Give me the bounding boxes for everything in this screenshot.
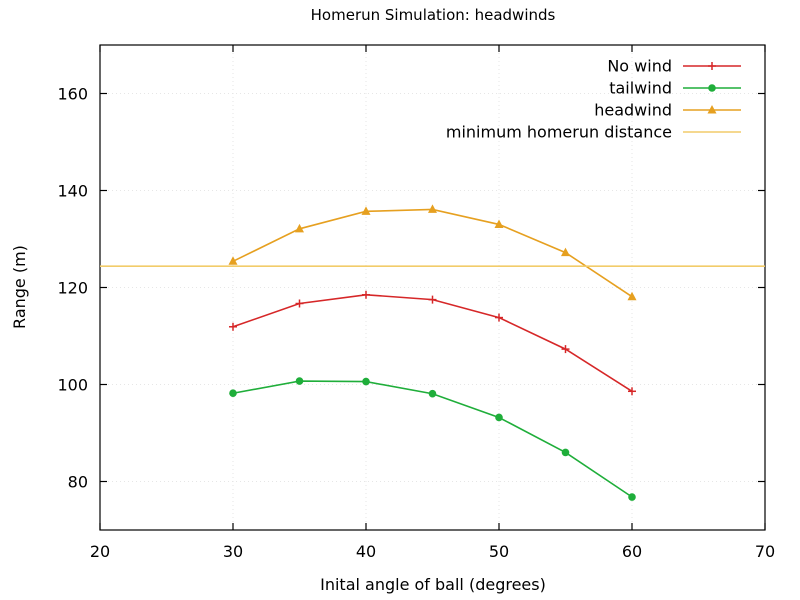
triangle-marker (494, 219, 504, 228)
series-tailwind (229, 377, 636, 501)
plus-marker (561, 345, 570, 354)
legend-label: tailwind (609, 79, 672, 98)
legend-entry: minimum homerun distance (446, 123, 741, 142)
plus-marker (362, 290, 370, 299)
plus-marker (628, 387, 636, 396)
plot-frame (99, 44, 766, 531)
triangle-marker (228, 256, 238, 265)
grid-layer (100, 45, 765, 530)
circle-marker (708, 84, 716, 92)
circle-marker (628, 493, 636, 501)
y-tick-label: 120 (57, 279, 88, 298)
y-tick-label: 100 (57, 376, 88, 395)
plus-marker (708, 62, 716, 70)
x-tick-label: 70 (755, 542, 775, 561)
x-tick-label: 30 (223, 542, 243, 561)
legend-entry: headwind (594, 101, 741, 120)
circle-marker (561, 448, 570, 457)
plus-marker (495, 313, 503, 322)
y-tick-label: 140 (57, 182, 88, 201)
triangle-marker (561, 247, 570, 257)
circle-marker (229, 389, 237, 398)
series-layer (100, 204, 765, 501)
triangle-marker (428, 204, 437, 213)
legend: No wind tailwind headwind minimum homerun d… (446, 57, 741, 142)
plus-marker (428, 295, 437, 304)
y-tick-label: 80 (68, 473, 88, 492)
y-tick-label: 160 (57, 85, 88, 104)
circle-marker (495, 413, 503, 422)
series-line (232, 380, 633, 498)
legend-entry: No wind (607, 57, 741, 76)
triangle-marker (361, 206, 371, 215)
series-line (232, 293, 633, 392)
legend-label: headwind (594, 101, 672, 120)
legend-label: minimum homerun distance (446, 123, 672, 142)
x-tick-label: 50 (489, 542, 509, 561)
circle-marker (295, 377, 304, 385)
triangle-marker (295, 223, 304, 233)
series-line (232, 208, 633, 298)
series-headwind (228, 204, 637, 301)
plus-marker (295, 299, 304, 308)
chart-title: Homerun Simulation: headwinds (311, 6, 556, 24)
x-tick-label: 60 (622, 542, 642, 561)
triangle-marker (627, 291, 637, 301)
y-axis-label: Range (m) (10, 245, 29, 329)
x-axis-label: Inital angle of ball (degrees) (320, 575, 546, 594)
triangle-marker (707, 105, 717, 114)
plus-marker (229, 322, 237, 331)
legend-label: No wind (607, 57, 672, 76)
x-tick-label: 40 (356, 542, 376, 561)
series-no-wind (229, 290, 636, 396)
legend-entry: tailwind (609, 79, 741, 98)
circle-marker (428, 389, 437, 398)
circle-marker (362, 377, 370, 386)
x-tick-label: 20 (90, 542, 110, 561)
